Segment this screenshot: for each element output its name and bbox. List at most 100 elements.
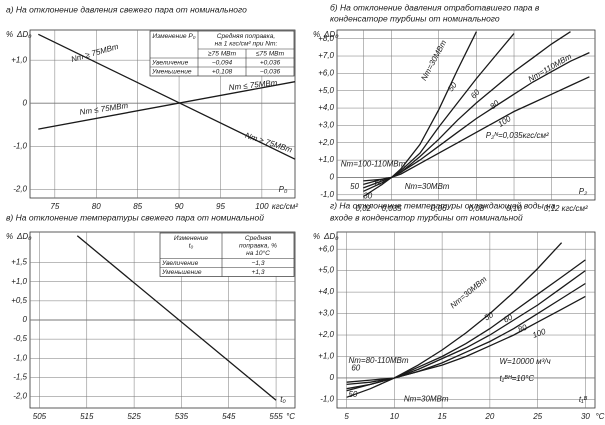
table-bg [149,30,295,77]
y-label: ΔD₀ [323,30,339,39]
annotation: P₂ᴺ=0,035кгс/см² [486,131,549,140]
y-tick-label: +3,0 [318,121,334,130]
y-tick-label: -2,0 [13,184,27,193]
annotation: Nт=100-110МВт [341,160,406,169]
y-tick-label: +1,0 [318,352,334,361]
y-unit: % [6,30,13,39]
y-tick-label: +6,0 [318,244,334,253]
y-tick-label: +2,0 [318,330,334,339]
x-tick-label: 0,12 [544,204,560,213]
y-label: ΔD₀ [323,232,339,241]
table-header: t₀ [189,242,194,249]
plot-frame [336,231,596,409]
curve-label: Nт=30МВт [419,38,448,82]
x-tick-label: 20 [484,412,494,421]
x-tick-label: 5 [344,412,349,421]
x-label: t₁ᴮ [579,395,588,404]
panel-title: в) На отклонение температуры свежего пар… [6,212,264,222]
x-unit: °С [595,412,604,421]
x-unit: кгс/см² [562,204,588,213]
table-header: Средняя [245,234,272,242]
table-header: Изменение P₀ [152,33,195,40]
table-cell: Уменьшение [151,68,192,75]
curve [346,242,563,398]
table-bg [159,232,295,277]
y-unit: % [6,232,13,241]
table-cell: +0,036 [260,59,281,66]
panel-title: входе в конденсатор турбины от номинальн… [330,212,523,222]
x-tick-label: 15 [438,412,447,421]
y-unit: % [313,30,320,39]
x-tick-label: 95 [216,202,225,211]
x-tick-label: 0,035 [382,204,403,213]
y-tick-label: +1,0 [11,277,27,286]
y-tick-label: 0 [23,98,28,107]
x-tick-label: 90 [175,202,184,211]
y-tick-label: +1,0 [11,55,27,64]
curve-label: 100 [496,114,513,129]
x-unit: °С [286,412,295,421]
x-tick-label: 80 [92,202,101,211]
y-tick-label: +1,0 [318,155,334,164]
table-cell: +1,3 [251,269,264,276]
y-tick-label: -0,5 [13,334,27,343]
annotation: Nт=30МВт [404,395,449,404]
curve [363,31,477,198]
x-tick-label: 555 [269,412,283,421]
table-header: поправка, % [239,242,277,249]
curve [363,76,590,182]
x-tick-label: 85 [133,202,142,211]
x-tick-label: 505 [33,412,47,421]
curve [38,81,296,130]
y-tick-label: -1,0 [13,141,27,150]
table-cell: Уменьшение [161,269,202,276]
annotation: Nт=30МВт [405,182,450,191]
y-tick-label: +8,0 [318,34,334,43]
y-tick-label: -1,0 [13,353,27,362]
curve-label: 60 [469,87,482,100]
y-tick-label: -2,0 [13,392,27,401]
table-subheader: ≤75 МВт [256,50,285,57]
annotation: Nт ≥ 75МВт [244,131,294,155]
x-tick-label: 75 [50,202,59,211]
x-tick-label: 0,08 [469,204,485,213]
y-tick-label: +1,5 [11,258,27,267]
x-tick-label: 515 [80,412,94,421]
plot-frame [29,29,296,199]
table-cell: −0,036 [260,68,281,75]
panel-title: конденсаторе турбины от номинального [330,13,500,23]
annotation: 50 [348,390,357,399]
y-tick-label: +4,0 [318,103,334,112]
curve [38,33,296,160]
curve-label: Nт=30МВт [449,274,489,310]
x-label: t₀ [280,395,286,404]
table-header: Изменение [174,235,208,242]
x-tick-label: 535 [175,412,189,421]
annotation: t₁ᴮᴴ=10°С [499,374,534,383]
y-tick-label: 0 [23,315,28,324]
panel-title: г) На отклонение температуры охлаждающей… [330,200,556,210]
table-header: на 1 кгс/см² при Nт: [215,40,278,47]
curve [346,259,586,392]
y-tick-label: +4,0 [318,287,334,296]
x-unit: кгс/см² [272,202,298,211]
table-header: Средняя поправка, [217,32,276,40]
table-cell: −1,3 [251,260,264,267]
x-tick-label: 545 [222,412,236,421]
y-label: ΔD₀ [16,30,32,39]
annotation: 50 [350,182,359,191]
curve [76,235,277,401]
table-cell: Увеличение [151,59,189,66]
curve-label: 60 [502,312,515,324]
annotation: 60 [375,179,384,188]
y-tick-label: -1,5 [13,373,27,382]
annotation: 60 [351,363,360,372]
curve-label: 50 [483,310,496,323]
table-cell: Увеличение [161,260,199,267]
curve-label: Nт ≤ 75МВт [228,78,278,92]
y-unit: % [313,232,320,241]
panel-title: а) На отклонение давления свежего пара о… [6,4,247,14]
y-tick-label: +5,0 [318,266,334,275]
annotation: W=10000 м³/ч [499,357,550,366]
